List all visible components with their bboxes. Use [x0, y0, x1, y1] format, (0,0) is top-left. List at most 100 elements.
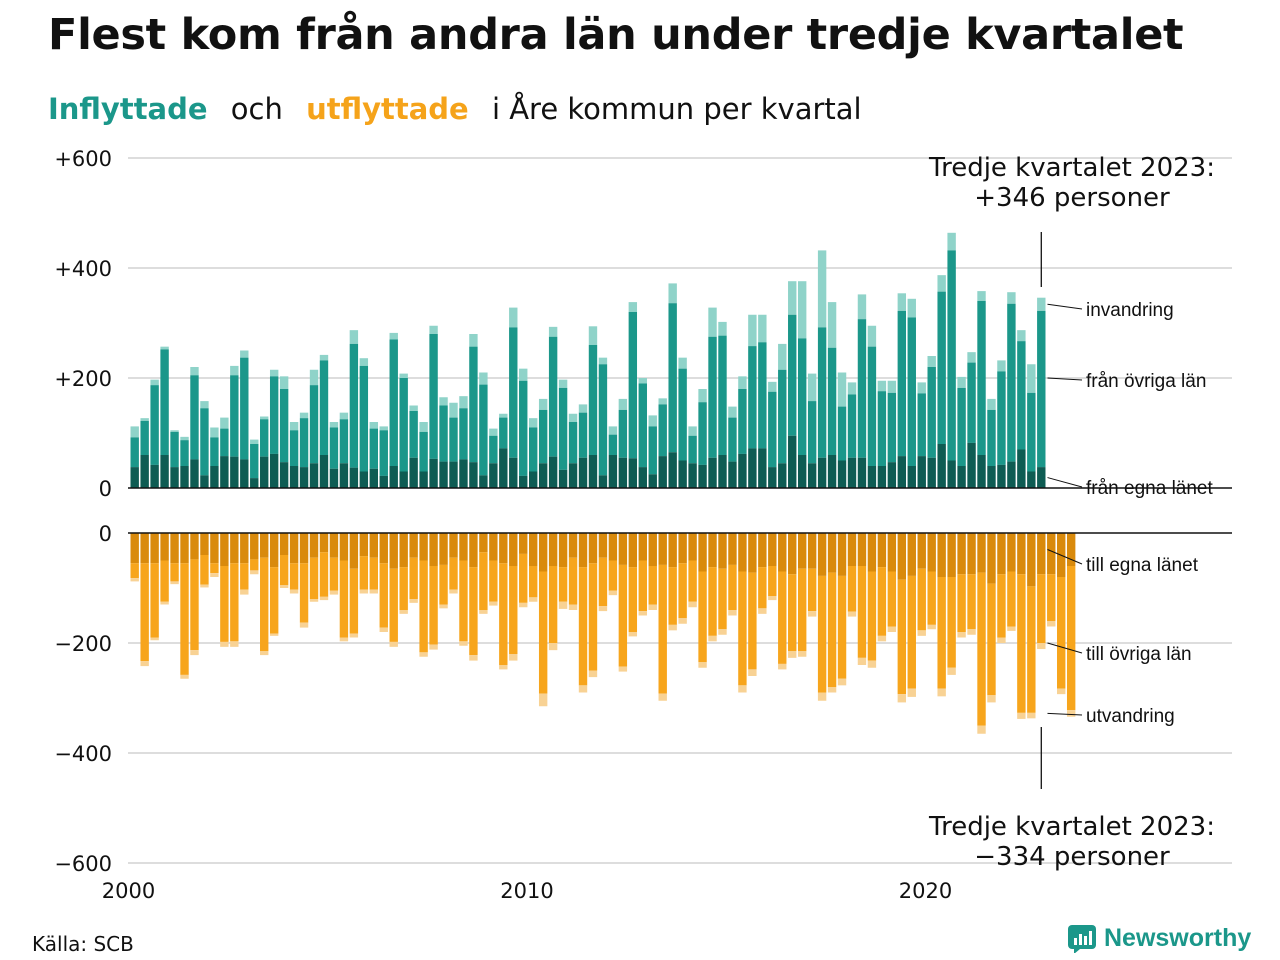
- y-tick-label-bottom: −400: [54, 742, 112, 766]
- bar-outflow-other-county: [678, 563, 687, 619]
- bar-outflow-other-county: [329, 557, 339, 591]
- bar-outflow-own-county: [210, 533, 219, 564]
- bar-outflow-own-county: [837, 533, 847, 576]
- bar-inflow-abroad: [289, 422, 299, 431]
- bar-inflow-abroad: [279, 376, 289, 389]
- bar-outflow-abroad: [758, 608, 767, 614]
- bar-inflow-abroad: [309, 369, 319, 386]
- bar-inflow-abroad: [927, 356, 936, 367]
- bar-inflow-other-county: [260, 419, 269, 457]
- bar-inflow-abroad: [1007, 292, 1016, 304]
- bar-inflow-abroad: [738, 376, 747, 389]
- bar-inflow-abroad: [618, 398, 628, 410]
- bar-outflow-own-county: [827, 533, 837, 573]
- bar-outflow-other-county: [648, 566, 657, 605]
- bar-outflow-other-county: [409, 557, 418, 599]
- bar-outflow-abroad: [1037, 643, 1046, 650]
- bar-outflow-other-county: [997, 574, 1006, 638]
- bar-inflow-own-county: [917, 456, 926, 488]
- bar-inflow-own-county: [1017, 449, 1026, 488]
- bar-inflow-own-county: [837, 460, 847, 488]
- bar-outflow-other-county: [538, 571, 548, 694]
- bar-inflow-abroad: [519, 368, 528, 381]
- bar-outflow-abroad: [668, 624, 677, 631]
- bar-inflow-abroad: [997, 360, 1006, 372]
- bar-inflow-other-county: [628, 312, 638, 459]
- bar-outflow-own-county: [170, 533, 179, 564]
- bar-inflow-abroad: [628, 302, 638, 312]
- bar-inflow-other-county: [698, 402, 707, 465]
- bar-outflow-other-county: [459, 560, 468, 642]
- bar-outflow-own-county: [489, 533, 498, 561]
- bar-inflow-own-county: [867, 466, 877, 488]
- series-label-leader: [1047, 712, 1083, 716]
- series-label-leader: [1047, 549, 1083, 565]
- bar-inflow-other-county: [778, 369, 787, 464]
- bar-outflow-own-county: [718, 533, 727, 569]
- bar-inflow-other-county: [538, 409, 548, 464]
- bar-outflow-abroad: [479, 610, 488, 614]
- bar-inflow-abroad: [339, 412, 349, 420]
- bar-inflow-abroad: [847, 382, 857, 395]
- bar-outflow-own-county: [250, 533, 259, 560]
- y-tick-label-top: 0: [99, 477, 112, 501]
- bar-outflow-other-county: [220, 566, 229, 642]
- bar-inflow-abroad: [947, 232, 956, 251]
- bar-inflow-abroad: [558, 379, 568, 388]
- bar-outflow-own-county: [1007, 533, 1016, 572]
- bar-inflow-own-county: [339, 463, 349, 488]
- bar-inflow-own-county: [389, 466, 398, 488]
- bar-inflow-own-county: [748, 448, 757, 488]
- bar-outflow-abroad: [907, 688, 916, 697]
- bar-outflow-abroad: [379, 627, 388, 632]
- bar-inflow-own-county: [409, 457, 418, 488]
- bar-inflow-own-county: [768, 467, 777, 488]
- bar-inflow-other-county: [957, 387, 966, 466]
- bar-outflow-abroad: [1047, 621, 1056, 627]
- brand-logo: Newsworthy: [1068, 924, 1251, 953]
- bar-outflow-own-county: [160, 533, 169, 561]
- bar-inflow-own-county: [827, 455, 837, 488]
- bar-outflow-own-county: [887, 533, 897, 572]
- bar-inflow-abroad: [409, 405, 418, 411]
- bar-outflow-own-county: [758, 533, 767, 568]
- bar-outflow-other-county: [738, 571, 747, 686]
- bar-outflow-abroad: [1027, 712, 1036, 719]
- bar-inflow-own-county: [1027, 471, 1036, 488]
- newsworthy-logo-icon: [1068, 924, 1096, 953]
- bar-inflow-other-county: [987, 409, 996, 466]
- bar-inflow-own-county: [509, 457, 518, 488]
- bar-outflow-abroad: [210, 573, 219, 577]
- bar-inflow-other-county: [269, 376, 279, 454]
- subtitle-outflow-label: utflyttade: [306, 92, 469, 126]
- bar-outflow-other-county: [917, 568, 926, 631]
- bar-inflow-own-county: [887, 462, 897, 488]
- bar-inflow-abroad: [439, 397, 448, 406]
- bar-inflow-abroad: [529, 418, 538, 428]
- bar-outflow-other-county: [977, 572, 986, 726]
- bar-outflow-own-county: [708, 533, 717, 568]
- bar-outflow-abroad: [329, 590, 339, 595]
- bar-outflow-other-county: [349, 568, 359, 634]
- bar-outflow-abroad: [977, 725, 986, 734]
- y-tick-label-bottom: −200: [54, 632, 112, 656]
- bar-inflow-own-county: [628, 458, 638, 488]
- subtitle-inflow-label: Inflyttade: [48, 92, 208, 126]
- subtitle-rest: i Åre kommun per kvartal: [491, 92, 862, 126]
- bar-outflow-abroad: [409, 599, 418, 603]
- bar-inflow-abroad: [479, 372, 488, 385]
- bar-inflow-own-county: [289, 466, 299, 488]
- bar-outflow-own-county: [668, 533, 677, 568]
- bar-inflow-abroad: [817, 250, 827, 328]
- bar-outflow-own-county: [240, 533, 249, 564]
- bar-inflow-other-county: [837, 406, 847, 461]
- bar-outflow-other-county: [807, 568, 817, 612]
- bar-outflow-other-county: [967, 574, 976, 630]
- bar-outflow-own-county: [309, 533, 319, 558]
- bar-inflow-other-county: [170, 431, 179, 468]
- bar-outflow-abroad: [608, 590, 618, 596]
- bar-outflow-abroad: [499, 665, 508, 670]
- bar-outflow-own-county: [588, 533, 598, 564]
- bar-outflow-own-county: [529, 533, 538, 566]
- series-label-inflow: invandring: [1086, 300, 1174, 321]
